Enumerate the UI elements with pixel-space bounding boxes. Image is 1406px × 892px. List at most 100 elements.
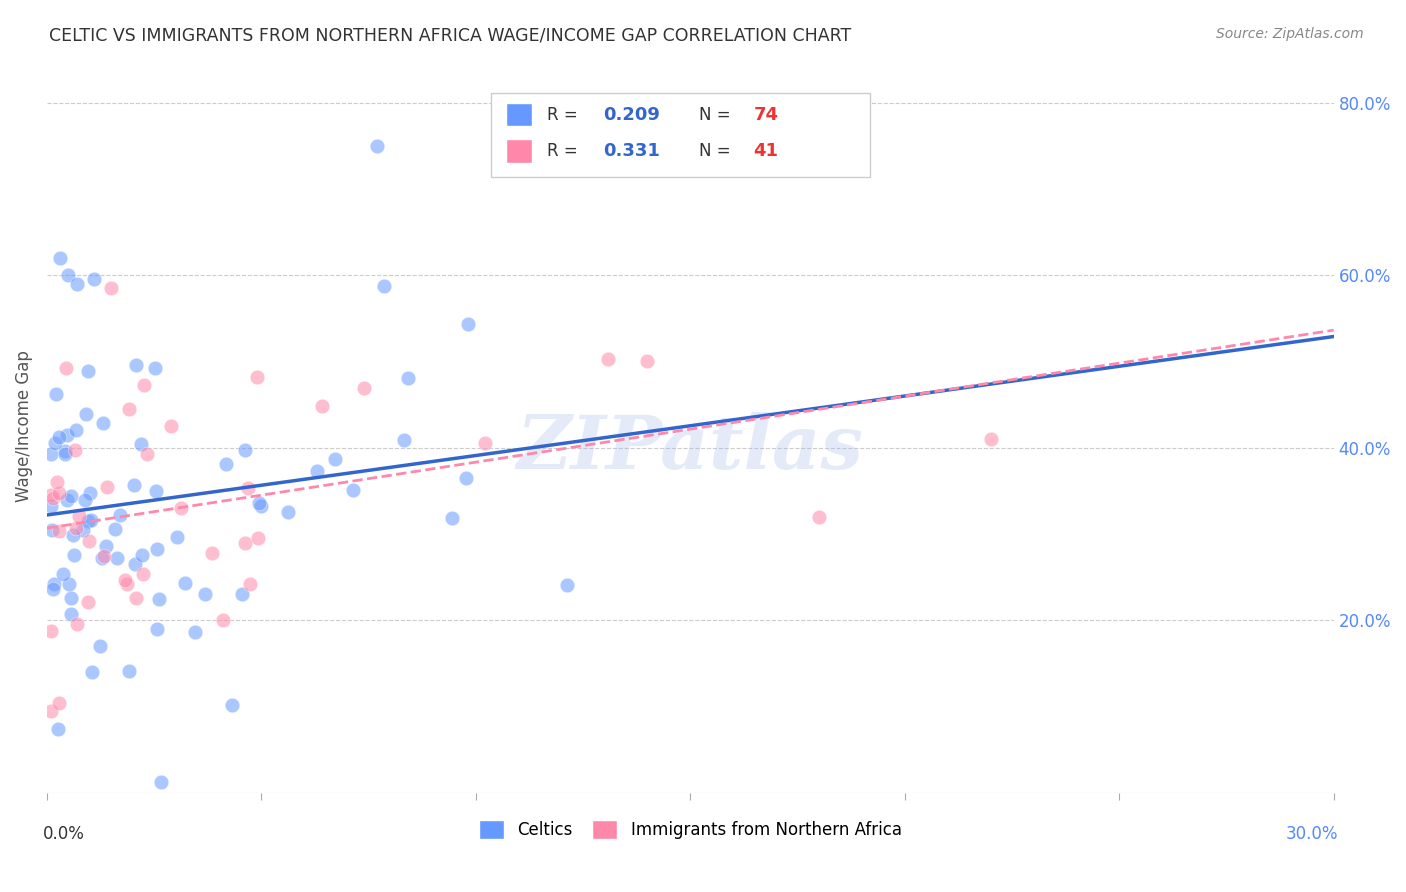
Point xyxy=(392,433,415,447)
Point xyxy=(366,138,388,153)
Text: R =: R = xyxy=(547,105,583,124)
Point xyxy=(94,539,117,553)
Point xyxy=(456,471,478,485)
Point xyxy=(108,508,131,522)
Point xyxy=(39,447,62,461)
Legend: Celtics, Immigrants from Northern Africa: Celtics, Immigrants from Northern Africa xyxy=(479,820,901,839)
Point xyxy=(79,485,101,500)
Point xyxy=(250,499,273,513)
Point xyxy=(233,442,256,457)
Point xyxy=(979,432,1001,446)
Text: 41: 41 xyxy=(754,142,779,161)
Text: 0.209: 0.209 xyxy=(603,105,659,124)
Text: 30.0%: 30.0% xyxy=(1285,825,1339,843)
Point xyxy=(89,639,111,653)
Point xyxy=(45,475,67,489)
Point xyxy=(58,268,80,283)
Point xyxy=(233,536,256,550)
Point xyxy=(129,437,152,451)
FancyBboxPatch shape xyxy=(491,93,870,177)
Point xyxy=(238,482,260,496)
Point xyxy=(83,272,105,286)
Point xyxy=(239,577,262,591)
FancyBboxPatch shape xyxy=(506,103,531,127)
Point xyxy=(174,576,197,591)
Point xyxy=(277,506,299,520)
Point xyxy=(56,493,79,508)
Point xyxy=(146,622,169,636)
Point xyxy=(79,512,101,526)
Point xyxy=(45,386,67,401)
Point xyxy=(100,281,122,295)
Point xyxy=(596,351,619,366)
Point xyxy=(76,408,98,422)
Point xyxy=(48,430,70,444)
Point xyxy=(440,511,463,525)
Point xyxy=(131,548,153,562)
Point xyxy=(53,447,76,461)
Point xyxy=(323,451,346,466)
Point xyxy=(117,576,139,591)
Point xyxy=(48,696,70,710)
Point xyxy=(184,624,207,639)
Point xyxy=(457,317,479,331)
Point xyxy=(148,591,170,606)
Text: N =: N = xyxy=(699,105,737,124)
Text: CELTIC VS IMMIGRANTS FROM NORTHERN AFRICA WAGE/INCOME GAP CORRELATION CHART: CELTIC VS IMMIGRANTS FROM NORTHERN AFRIC… xyxy=(49,27,852,45)
Point xyxy=(59,489,82,503)
Point xyxy=(39,500,62,514)
Point xyxy=(221,698,243,712)
Point xyxy=(62,548,84,562)
Point xyxy=(72,523,94,537)
Point xyxy=(60,591,83,606)
Point xyxy=(125,359,148,373)
Point xyxy=(39,624,62,638)
Point xyxy=(215,457,238,471)
Point xyxy=(118,664,141,678)
Point xyxy=(65,521,87,535)
Point xyxy=(80,665,103,680)
Point xyxy=(73,492,96,507)
Point xyxy=(311,399,333,413)
Point xyxy=(77,514,100,528)
Point xyxy=(307,464,329,478)
Point xyxy=(60,607,83,621)
Point xyxy=(342,483,364,497)
Point xyxy=(136,447,159,461)
Point xyxy=(77,594,100,608)
Point xyxy=(42,577,65,591)
Point xyxy=(474,435,496,450)
Point xyxy=(194,587,217,601)
Point xyxy=(56,427,79,442)
Point xyxy=(93,549,115,564)
Point xyxy=(114,573,136,587)
Point xyxy=(166,531,188,545)
Point xyxy=(373,278,395,293)
Point xyxy=(48,524,70,538)
Point xyxy=(55,360,77,375)
Text: 74: 74 xyxy=(754,105,779,124)
Point xyxy=(145,541,167,556)
Point xyxy=(807,509,830,524)
Point xyxy=(247,531,270,545)
Point xyxy=(96,480,118,494)
Point xyxy=(41,491,63,506)
Point xyxy=(67,508,90,523)
Point xyxy=(39,704,62,718)
Point xyxy=(118,401,141,416)
Point xyxy=(124,557,146,571)
FancyBboxPatch shape xyxy=(506,139,531,163)
Point xyxy=(49,251,72,265)
Point xyxy=(212,613,235,627)
Point xyxy=(77,364,100,378)
Point xyxy=(58,577,80,591)
Point xyxy=(41,523,63,537)
Y-axis label: Wage/Income Gap: Wage/Income Gap xyxy=(15,351,32,502)
Point xyxy=(231,587,253,601)
Point xyxy=(636,354,658,368)
Point xyxy=(170,501,193,516)
Point xyxy=(39,488,62,502)
Point xyxy=(66,616,89,631)
Point xyxy=(145,484,167,499)
Point xyxy=(65,442,87,457)
